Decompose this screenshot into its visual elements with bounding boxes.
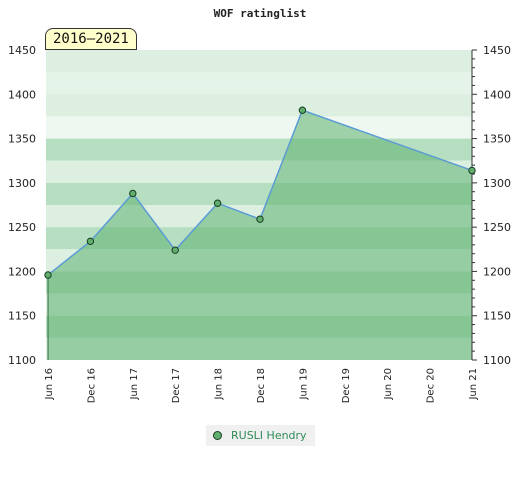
data-point[interactable] [469, 167, 475, 173]
x-tick-label: Jun 20 [383, 368, 394, 401]
y-axis-left: 1100 1150 1200 1250 1300 1350 1400 1450 [8, 44, 36, 367]
y-tick-label-right: 1300 [483, 177, 511, 190]
y-tick-label-right: 1400 [483, 88, 511, 101]
x-tick-label: Dec 16 [86, 368, 97, 403]
data-point[interactable] [172, 247, 178, 253]
y-tick-label-right: 1150 [483, 310, 511, 323]
chart-title: WOF ratinglist [214, 7, 307, 20]
y-tick-label-left: 1150 [8, 310, 36, 323]
y-tick-label-left: 1450 [8, 44, 36, 57]
grid-band [46, 116, 472, 138]
y-tick-label-left: 1200 [8, 265, 36, 278]
y-tick-label-right: 1250 [483, 221, 511, 234]
x-tick-label: Jun 19 [298, 368, 309, 401]
data-point[interactable] [299, 107, 305, 113]
legend[interactable]: RUSLI Hendry [206, 425, 315, 446]
x-tick-label: Dec 19 [341, 368, 352, 403]
y-tick-label-left: 1350 [8, 133, 36, 146]
data-point[interactable] [130, 190, 136, 196]
y-tick-label-left: 1300 [8, 177, 36, 190]
y-tick-label-right: 1200 [483, 265, 511, 278]
y-tick-label-left: 1250 [8, 221, 36, 234]
legend-series-name: RUSLI Hendry [231, 429, 307, 442]
x-tick-label: Dec 20 [426, 368, 437, 403]
legend-marker-icon [213, 431, 222, 440]
x-tick-label: Jun 17 [129, 368, 140, 401]
data-point[interactable] [257, 216, 263, 222]
grid-band-top [46, 50, 472, 94]
x-tick-label: Dec 18 [256, 368, 267, 403]
y-tick-label-left: 1400 [8, 88, 36, 101]
grid-band [46, 94, 472, 116]
x-tick-label: Jun 18 [214, 368, 225, 401]
y-tick-label-right: 1350 [483, 133, 511, 146]
x-tick-label: Jun 16 [44, 368, 55, 401]
y-tick-label-right: 1450 [483, 44, 511, 57]
period-label: 2016–2021 [45, 28, 137, 50]
data-point[interactable] [87, 238, 93, 244]
x-axis: Jun 16 Dec 16 Jun 17 Dec 17 Jun 18 Dec 18 Jun … [44, 368, 479, 403]
y-tick-label-left: 1100 [8, 354, 36, 367]
x-tick-label: Dec 17 [171, 368, 182, 403]
data-point[interactable] [214, 200, 220, 206]
y-axis-right: 1100 1150 1200 1250 1300 1350 1400 1450 [472, 44, 511, 367]
x-tick-label: Jun 21 [468, 368, 479, 401]
data-point[interactable] [45, 272, 51, 278]
y-tick-label-right: 1100 [483, 354, 511, 367]
